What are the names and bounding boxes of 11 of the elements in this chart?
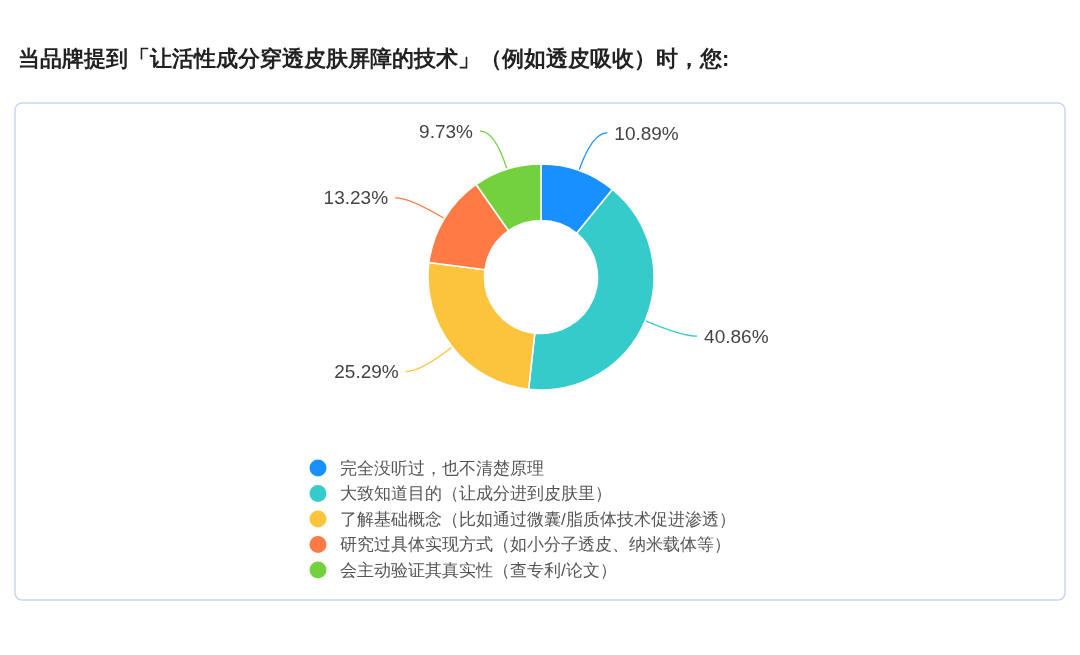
legend-label: 大致知道目的（让成分进到皮肤里） xyxy=(340,484,612,504)
data-label: 10.89% xyxy=(614,122,679,144)
legend-label: 了解基础概念（比如通过微囊/脂质体技术促进渗透） xyxy=(340,509,736,529)
chart-title: 当品牌提到「让活性成分穿透皮肤屏障的技术」（例如透皮吸收）时，您: xyxy=(18,45,730,71)
data-label: 9.73% xyxy=(419,120,474,142)
data-label: 25.29% xyxy=(334,361,399,383)
legend-label: 完全没听过，也不清楚原理 xyxy=(340,458,544,478)
legend-label: 会主动验证其真实性（查专利/论文） xyxy=(340,560,617,580)
data-label: 13.23% xyxy=(323,187,389,209)
legend-label: 研究过具体实现方式（如小分子透皮、纳米载体等） xyxy=(340,535,731,555)
data-label: 40.86% xyxy=(704,325,769,347)
